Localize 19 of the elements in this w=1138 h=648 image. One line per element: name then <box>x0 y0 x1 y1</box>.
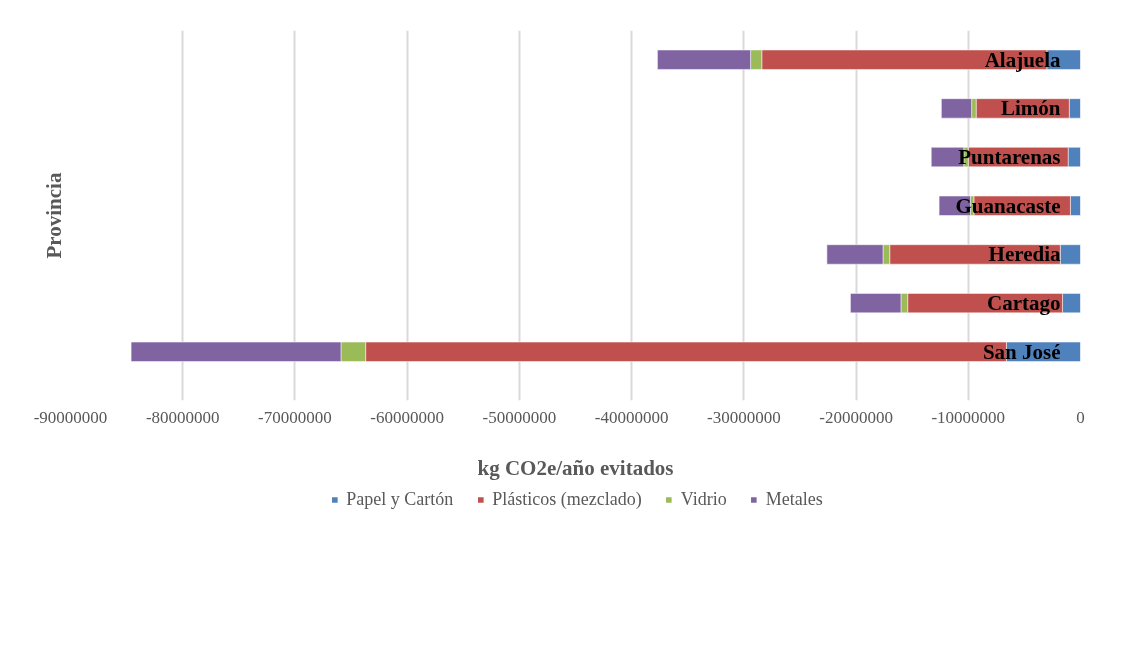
x-axis-title: kg CO2e/año evitados <box>477 455 674 480</box>
x-tick-label: -50000000 <box>482 407 557 427</box>
x-tick-label: -80000000 <box>145 407 220 427</box>
x-tick-label: -30000000 <box>707 407 781 427</box>
y-tick-label: Cartago <box>987 291 1061 316</box>
y-tick-label: Limón <box>1000 96 1061 121</box>
legend-label: Metales <box>765 488 823 510</box>
x-tick-label: -70000000 <box>258 407 332 427</box>
legend-label: Papel y Cartón <box>346 488 454 510</box>
x-tick-label: -20000000 <box>819 407 893 427</box>
legend-label: Vidrio <box>680 488 727 510</box>
x-tick-label: -10000000 <box>931 407 1006 427</box>
y-axis-title: Provincia <box>41 172 66 259</box>
x-tick-label: -40000000 <box>594 407 669 427</box>
x-tick-label: 0 <box>1076 407 1085 427</box>
x-tick-label: -60000000 <box>370 407 445 427</box>
x-tick-label: -90000000 <box>33 407 108 427</box>
legend-label: Plásticos (mezclado) <box>492 488 642 510</box>
y-tick-label: Heredia <box>988 242 1061 267</box>
